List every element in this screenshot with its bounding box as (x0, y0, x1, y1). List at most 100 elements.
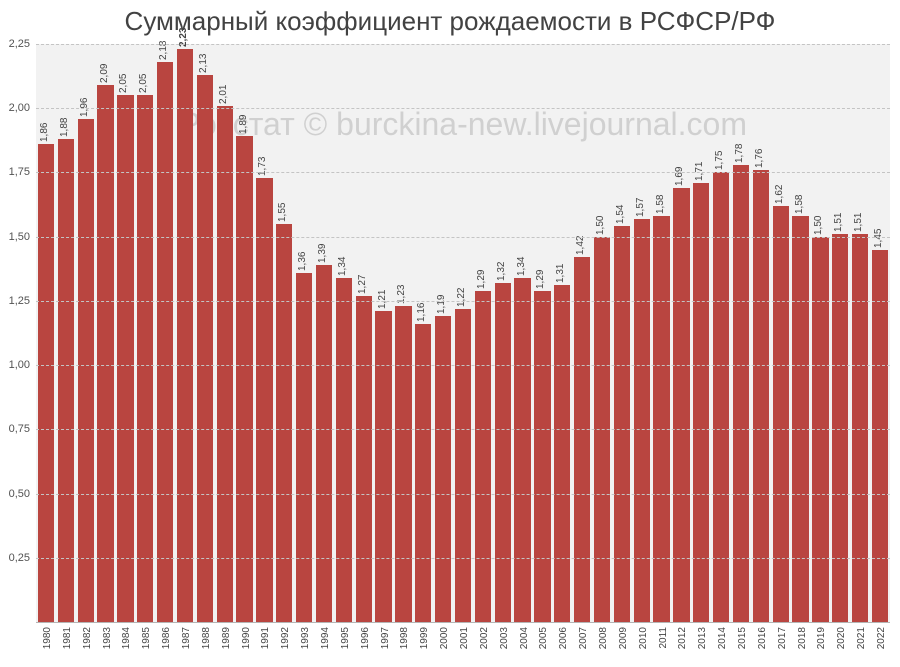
bar: 1,861980 (38, 144, 54, 622)
bar: 1,731991 (256, 178, 272, 622)
bar: 1,542009 (614, 226, 630, 622)
x-axis-label: 2014 (717, 622, 728, 649)
bar: 1,161999 (415, 324, 431, 622)
x-axis-label: 1995 (340, 622, 351, 649)
x-axis-label: 2022 (876, 622, 887, 649)
bar-value-label: 1,75 (714, 151, 725, 170)
bar: 2,051984 (117, 95, 133, 622)
bar-value-label: 1,89 (238, 115, 249, 134)
x-axis-label: 2020 (836, 622, 847, 649)
x-axis-label: 2015 (737, 622, 748, 649)
x-axis-label: 2021 (856, 622, 867, 649)
bar: 1,452022 (872, 250, 888, 622)
bar: 1,712013 (693, 183, 709, 622)
bar-value-label: 1,29 (535, 269, 546, 288)
bar-value-label: 1,86 (39, 123, 50, 142)
x-axis-label: 1984 (121, 622, 132, 649)
x-axis-label: 1993 (300, 622, 311, 649)
grid-line (36, 237, 890, 238)
bar-value-label: 1,78 (734, 143, 745, 162)
bar-value-label: 2,05 (118, 74, 129, 93)
y-axis-label: 2,25 (0, 38, 30, 50)
bar: 1,551992 (276, 224, 292, 622)
grid-line (36, 108, 890, 109)
x-axis-label: 2002 (479, 622, 490, 649)
bar-value-label: 1,34 (337, 256, 348, 275)
bar-value-label: 1,88 (59, 118, 70, 137)
bar: 2,051985 (137, 95, 153, 622)
bar: 2,011989 (217, 106, 233, 622)
x-axis-label: 2005 (538, 622, 549, 649)
y-axis-label: 1,00 (0, 359, 30, 371)
bar: 1,312006 (554, 285, 570, 622)
y-axis-label: 0,50 (0, 488, 30, 500)
x-axis-label: 2019 (816, 622, 827, 649)
bar: 1,211997 (375, 311, 391, 622)
bar: 1,752014 (713, 172, 729, 622)
bar: 1,572010 (634, 219, 650, 622)
y-axis-label: 1,75 (0, 166, 30, 178)
x-axis-label: 1981 (62, 622, 73, 649)
bar-value-label: 1,69 (674, 166, 685, 185)
bar: 1,881981 (58, 139, 74, 622)
x-axis-label: 1987 (181, 622, 192, 649)
bar-value-label: 1,22 (456, 287, 467, 306)
bar-value-label: 1,45 (873, 228, 884, 247)
grid-line (36, 558, 890, 559)
chart-title: Суммарный коэффициент рождаемости в РСФС… (0, 6, 900, 37)
bar-value-label: 1,16 (416, 303, 427, 322)
y-axis-label: 0,25 (0, 552, 30, 564)
bar-value-label: 1,51 (833, 213, 844, 232)
bar-value-label: 1,71 (694, 161, 705, 180)
x-axis-label: 2008 (598, 622, 609, 649)
x-axis-label: 2017 (777, 622, 788, 649)
bar-value-label: 2,05 (138, 74, 149, 93)
bar-value-label: 1,39 (317, 243, 328, 262)
bar-value-label: 1,58 (794, 195, 805, 214)
bar: 1,271996 (356, 296, 372, 622)
grid-line (36, 301, 890, 302)
bar: 1,762016 (753, 170, 769, 622)
bar: 1,782015 (733, 165, 749, 622)
bar: 1,192000 (435, 316, 451, 622)
y-axis-label: 1,50 (0, 231, 30, 243)
bar: 1,391994 (316, 265, 332, 622)
x-axis-label: 2016 (757, 622, 768, 649)
bar-value-label: 1,50 (595, 215, 606, 234)
x-axis-label: 1985 (141, 622, 152, 649)
bar-value-label: 1,96 (79, 97, 90, 116)
x-axis-label: 1996 (360, 622, 371, 649)
bar: 1,961982 (78, 119, 94, 623)
x-axis-label: 2010 (638, 622, 649, 649)
bar-value-label: 2,01 (218, 84, 229, 103)
grid-line (36, 429, 890, 430)
bar: 2,091983 (97, 85, 113, 622)
bar-value-label: 1,57 (635, 197, 646, 216)
bar: 1,231998 (395, 306, 411, 622)
y-axis-label: 1,25 (0, 295, 30, 307)
bar: 2,131988 (197, 75, 213, 622)
bar: 1,222001 (455, 309, 471, 622)
bar-value-label: 1,54 (615, 205, 626, 224)
bar-value-label: 1,19 (436, 295, 447, 314)
bar-value-label: 1,62 (774, 184, 785, 203)
x-axis-label: 1992 (280, 622, 291, 649)
bar: 1,292002 (475, 291, 491, 622)
bar-value-label: 1,76 (754, 148, 765, 167)
x-axis-label: 1988 (201, 622, 212, 649)
bar-value-label: 1,51 (853, 213, 864, 232)
x-axis-label: 1983 (102, 622, 113, 649)
x-axis-label: 1991 (260, 622, 271, 649)
grid-line (36, 365, 890, 366)
chart-container: Суммарный коэффициент рождаемости в РСФС… (0, 0, 900, 667)
bar-value-label: 1,27 (357, 274, 368, 293)
x-axis-label: 2011 (658, 622, 669, 649)
y-axis-label: 0,75 (0, 423, 30, 435)
x-axis-label: 1999 (419, 622, 430, 649)
plot-area: Росстат © burckina-new.livejournal.com 1… (36, 44, 890, 623)
bar: 2,181986 (157, 62, 173, 622)
bar-value-label: 1,36 (297, 251, 308, 270)
grid-line (36, 172, 890, 173)
x-axis-label: 2000 (439, 622, 450, 649)
x-axis-label: 1990 (241, 622, 252, 649)
